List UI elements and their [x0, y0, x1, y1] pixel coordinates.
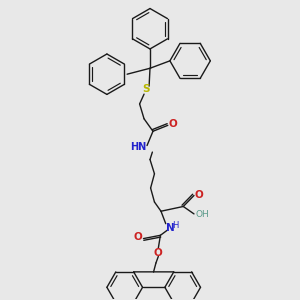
Text: OH: OH	[195, 210, 209, 219]
Text: N: N	[166, 223, 175, 232]
Text: O: O	[133, 232, 142, 242]
Text: HN: HN	[130, 142, 146, 152]
Text: O: O	[169, 119, 178, 129]
Text: O: O	[154, 248, 163, 258]
Text: H: H	[172, 221, 178, 230]
Text: O: O	[194, 190, 203, 200]
Text: S: S	[142, 84, 149, 94]
